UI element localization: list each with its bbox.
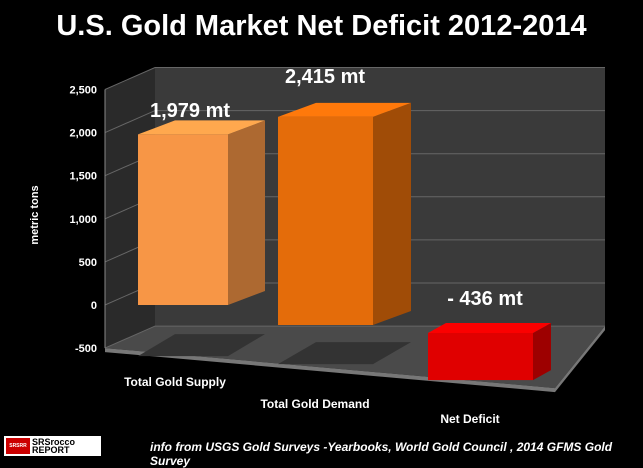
- y-tick-label: 500: [79, 257, 97, 269]
- data-label: 2,415 mt: [285, 66, 365, 88]
- srsrocco-logo: SRSRR SRSrocco REPORT: [4, 436, 101, 456]
- floor-edge: [105, 326, 605, 393]
- y-tick-label: 1,000: [69, 214, 97, 226]
- bar-side: [533, 323, 551, 381]
- y-axis-label: metric tons: [29, 185, 41, 244]
- y-tick-label: 0: [91, 300, 97, 312]
- logo-flag-icon: SRSRR: [6, 438, 30, 454]
- chart-title: U.S. Gold Market Net Deficit 2012-2014: [56, 10, 587, 42]
- bar-total-gold-supply: [138, 134, 228, 305]
- data-label: 1,979 mt: [150, 100, 230, 122]
- y-tick-label: 1,500: [69, 171, 97, 183]
- bar-top: [428, 323, 551, 333]
- y-tick-label: 2,500: [69, 85, 97, 97]
- bar-side: [373, 102, 411, 326]
- category-label: Net Deficit: [440, 412, 499, 426]
- gridline: [104, 110, 605, 134]
- logo-top: SRSrocco: [32, 437, 76, 447]
- bar-top: [278, 102, 411, 117]
- bar-net-deficit: [428, 333, 533, 381]
- bar-shadow: [138, 334, 265, 357]
- data-label: - 436 mt: [447, 288, 523, 310]
- bar-shadow: [278, 342, 411, 365]
- category-label: Total Gold Demand: [260, 397, 369, 411]
- gridline: [104, 67, 605, 90]
- source-note: info from USGS Gold Surveys -Yearbooks, …: [150, 440, 613, 468]
- y-tick-label: -500: [75, 343, 97, 355]
- bar-top: [138, 120, 265, 135]
- y-tick-label: 2,000: [69, 128, 97, 140]
- bar-side: [228, 120, 265, 305]
- category-label: Total Gold Supply: [124, 375, 226, 389]
- logo-bottom: REPORT: [32, 445, 70, 455]
- bar-total-gold-demand: [278, 116, 373, 326]
